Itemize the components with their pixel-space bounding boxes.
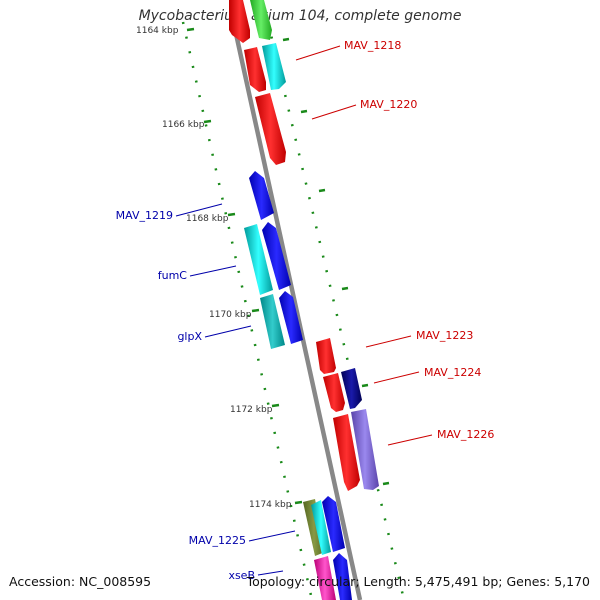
topology-label: Topology: [247, 574, 306, 589]
gene-red-mav1223[interactable] [316, 338, 336, 374]
length-label: Length: [364, 574, 411, 589]
gene-red-mav1224[interactable] [323, 373, 345, 412]
gene-red-mav1220[interactable] [255, 93, 286, 165]
topology-value: circular; [309, 574, 360, 589]
length-value: 5,475,491 bp; [415, 574, 503, 589]
genes-value: 5,170 [554, 574, 590, 589]
gene-green-top[interactable] [250, 0, 272, 40]
ruler-label-1166: 1166 kbp [162, 120, 205, 130]
genome-summary: Topology: circular; Length: 5,475,491 bp… [247, 574, 590, 589]
ruler-label-1170: 1170 kbp [209, 310, 252, 320]
gene-label-fumC[interactable]: fumC [158, 269, 188, 282]
gene-label-mav1223[interactable]: MAV_1223 [416, 329, 473, 342]
gene-label-mav1224[interactable]: MAV_1224 [424, 366, 481, 379]
gene-label-glpX[interactable]: glpX [177, 330, 202, 343]
ruler-label-1164: 1164 kbp [136, 26, 179, 36]
accession-info: Accession: NC_008595 [9, 574, 151, 589]
ruler-label-1172: 1172 kbp [230, 405, 273, 415]
gene-label-mav1219[interactable]: MAV_1219 [116, 209, 173, 222]
ruler-label-1174: 1174 kbp [249, 500, 292, 510]
gene-label-mav1226[interactable]: MAV_1226 [437, 428, 494, 441]
ruler-label-1168: 1168 kbp [186, 214, 229, 224]
gene-label-mav1225[interactable]: MAV_1225 [189, 534, 246, 547]
gene-label-mav1218[interactable]: MAV_1218 [344, 39, 401, 52]
accession-label: Accession: [9, 574, 75, 589]
genes-label: Genes: [507, 574, 551, 589]
gene-red-top[interactable] [229, 0, 250, 43]
gene-label-mav1220[interactable]: MAV_1220 [360, 98, 417, 111]
accession-value: NC_008595 [79, 574, 151, 589]
genome-map[interactable]: 1164 kbp 1166 kbp 1168 kbp 1170 kbp 1172… [0, 0, 600, 600]
